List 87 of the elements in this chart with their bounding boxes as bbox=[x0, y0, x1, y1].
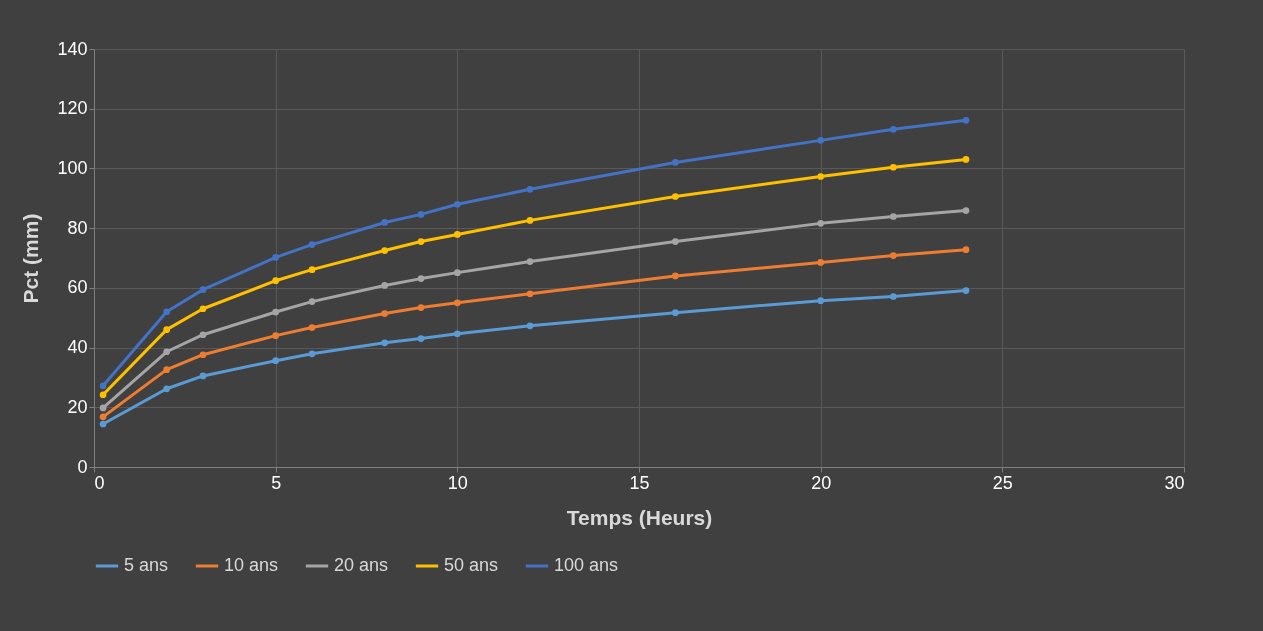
y-tick-label: 60 bbox=[67, 277, 88, 298]
point bbox=[962, 207, 970, 214]
point bbox=[308, 324, 316, 331]
point bbox=[817, 220, 825, 227]
y-tick-label: 140 bbox=[57, 38, 88, 59]
x-tick-label: 20 bbox=[811, 472, 832, 493]
point bbox=[381, 247, 389, 254]
x-tick-label: 30 bbox=[1164, 472, 1185, 493]
point bbox=[272, 277, 280, 285]
point bbox=[889, 163, 897, 171]
point bbox=[417, 275, 425, 282]
point bbox=[163, 348, 171, 356]
point bbox=[99, 420, 107, 428]
point bbox=[308, 350, 316, 358]
x-tick-label: 0 bbox=[94, 472, 105, 493]
x-tick-label: 15 bbox=[629, 472, 650, 493]
point bbox=[817, 173, 825, 180]
legend-label: 10 ans bbox=[224, 555, 279, 575]
point bbox=[163, 308, 171, 316]
point bbox=[272, 332, 280, 339]
point bbox=[526, 258, 534, 265]
point bbox=[453, 330, 461, 338]
point bbox=[526, 322, 534, 330]
y-tick-label: 80 bbox=[67, 217, 88, 238]
legend-label: 100 ans bbox=[554, 555, 619, 575]
y-tick-label: 120 bbox=[57, 98, 88, 119]
point bbox=[671, 272, 679, 280]
point bbox=[962, 287, 970, 294]
point bbox=[199, 286, 207, 293]
point bbox=[199, 331, 207, 339]
x-tick-label: 5 bbox=[271, 472, 282, 493]
point bbox=[417, 304, 425, 311]
point bbox=[417, 211, 425, 218]
y-tick-label: 0 bbox=[77, 456, 88, 477]
legend-label: 50 ans bbox=[444, 555, 499, 575]
point bbox=[453, 231, 461, 238]
point bbox=[381, 339, 389, 347]
point bbox=[199, 305, 207, 313]
point bbox=[99, 413, 107, 421]
legend-label: 20 ans bbox=[334, 555, 389, 575]
point bbox=[889, 293, 897, 300]
point bbox=[962, 117, 970, 124]
point bbox=[163, 366, 171, 374]
point bbox=[163, 385, 171, 393]
point bbox=[417, 238, 425, 245]
x-tick-label: 25 bbox=[992, 472, 1013, 493]
y-tick-label: 100 bbox=[57, 157, 88, 178]
point bbox=[453, 269, 461, 276]
point bbox=[962, 156, 970, 163]
point bbox=[671, 193, 679, 200]
point bbox=[272, 357, 280, 365]
point bbox=[199, 351, 207, 359]
y-tick-label: 20 bbox=[67, 396, 88, 417]
x-axis-title: Temps (Heurs) bbox=[566, 505, 713, 529]
point bbox=[99, 391, 107, 399]
point bbox=[99, 404, 107, 412]
point bbox=[99, 382, 107, 390]
point bbox=[199, 372, 207, 380]
point bbox=[671, 159, 679, 166]
point bbox=[962, 246, 970, 253]
point bbox=[671, 309, 679, 316]
legend-label: 5 ans bbox=[124, 555, 169, 575]
point bbox=[308, 241, 316, 248]
point bbox=[417, 335, 425, 342]
point bbox=[889, 252, 897, 259]
point bbox=[817, 297, 825, 305]
point bbox=[381, 310, 389, 317]
point bbox=[308, 298, 316, 305]
point bbox=[817, 259, 825, 266]
point bbox=[817, 137, 825, 144]
point bbox=[526, 217, 534, 224]
point bbox=[889, 125, 897, 133]
point bbox=[453, 200, 461, 208]
x-tick-label: 10 bbox=[447, 472, 468, 493]
point bbox=[272, 308, 280, 316]
point bbox=[163, 326, 171, 333]
y-axis-title: Pct (mm) bbox=[19, 213, 43, 304]
point bbox=[272, 254, 280, 261]
point bbox=[381, 219, 389, 226]
point bbox=[453, 299, 461, 307]
point bbox=[526, 185, 534, 193]
point bbox=[889, 213, 897, 220]
point bbox=[671, 238, 679, 245]
point bbox=[381, 282, 389, 289]
point bbox=[308, 266, 316, 273]
point bbox=[526, 290, 534, 298]
y-tick-label: 40 bbox=[67, 337, 88, 358]
